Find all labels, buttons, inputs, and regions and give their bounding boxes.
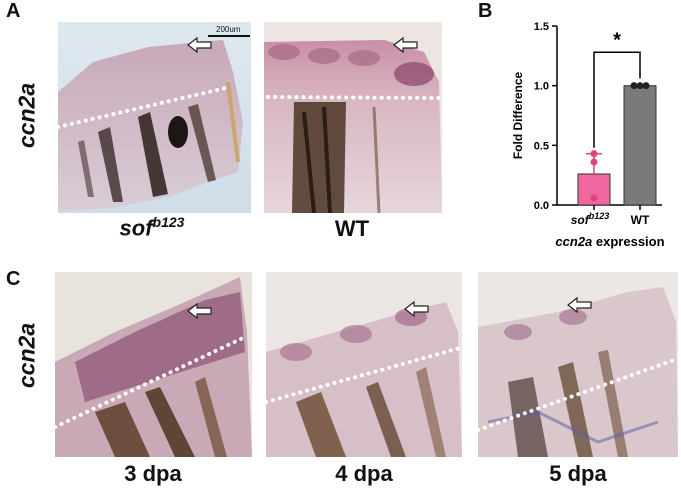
x-tick-label: WT [631, 213, 650, 227]
arrow-marker-icon [566, 296, 594, 319]
significance-star: * [613, 29, 621, 51]
y-tick-label: 0.0 [534, 200, 549, 212]
data-point [590, 150, 598, 158]
scale-bar-label: 200um [216, 25, 241, 34]
fin-image-4dpa [266, 272, 462, 457]
y-axis-label: Fold Difference [511, 72, 525, 160]
panel-a-gene-label: ccn2a [13, 82, 40, 149]
x-axis-label: ccn2a expression [555, 234, 664, 249]
wt-fin-image [264, 22, 442, 213]
arrow-marker-icon [186, 36, 214, 59]
timepoint-label-3dpa: 3 dpa [124, 461, 182, 486]
genotype-label-wt: WT [334, 216, 370, 241]
data-point [636, 82, 644, 90]
genotype-main: sof [119, 215, 153, 241]
arrow-marker-icon [392, 36, 420, 59]
panel-b-letter: B [478, 0, 493, 22]
panel-a-letter: A [6, 0, 21, 22]
genotype-label-sof: sofb123 [96, 214, 208, 241]
bar-chart: 0.0 0.5 1.0 1.5 Fold Difference sofb123 WT ccn2… [511, 21, 665, 249]
arrow-marker-icon [403, 300, 431, 323]
sof-fin-image [58, 22, 251, 213]
x-axis-label-rest: expression [592, 234, 664, 249]
data-point [590, 194, 598, 202]
y-tick-label: 1.5 [534, 21, 549, 33]
x-axis-label-gene: ccn2a [555, 234, 592, 249]
timepoint-label-4dpa: 4 dpa [335, 461, 393, 486]
panel-c-letter: C [6, 268, 21, 290]
fin-image-3dpa [55, 272, 252, 457]
fin-image-5dpa [478, 272, 678, 457]
x-tick-label: sofb123 [571, 211, 610, 227]
bar [623, 85, 657, 206]
panel-c-gene-label: ccn2a [13, 322, 40, 389]
data-point [630, 82, 638, 90]
genotype-sup: b123 [152, 214, 185, 230]
x-tick-label-sup: b123 [589, 211, 610, 221]
timepoint-label-5dpa: 5 dpa [549, 461, 607, 486]
significance-bracket [593, 51, 641, 148]
y-tick-label: 0.5 [534, 140, 549, 152]
data-point [642, 82, 650, 90]
data-point [590, 158, 598, 166]
arrow-marker-icon [186, 302, 214, 325]
y-tick-label: 1.0 [534, 81, 549, 93]
